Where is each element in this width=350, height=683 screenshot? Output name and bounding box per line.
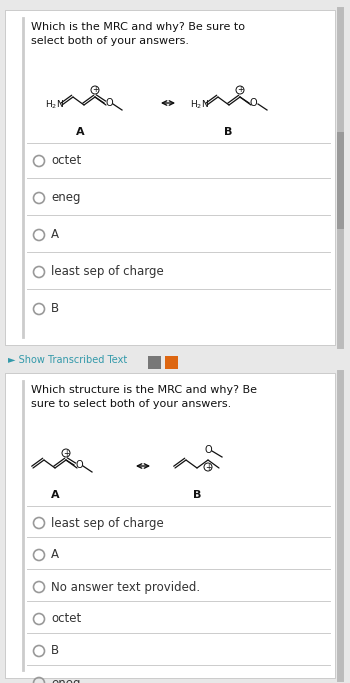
Text: +: + bbox=[237, 85, 243, 94]
Text: O: O bbox=[204, 445, 212, 455]
Text: +: + bbox=[92, 85, 98, 94]
Text: least sep of charge: least sep of charge bbox=[51, 266, 164, 279]
Text: ► Show Transcribed Text: ► Show Transcribed Text bbox=[8, 355, 127, 365]
Text: least sep of charge: least sep of charge bbox=[51, 516, 164, 529]
Text: eneg: eneg bbox=[51, 191, 80, 204]
Bar bbox=[165, 356, 178, 369]
Text: B: B bbox=[51, 645, 59, 658]
Text: B: B bbox=[224, 127, 232, 137]
Text: A: A bbox=[51, 490, 59, 500]
Text: No answer text provided.: No answer text provided. bbox=[51, 581, 200, 594]
Text: octet: octet bbox=[51, 154, 81, 167]
Text: Which structure is the MRC and why? Be
sure to select both of your answers.: Which structure is the MRC and why? Be s… bbox=[31, 385, 257, 409]
Text: B: B bbox=[51, 303, 59, 316]
Bar bbox=[5, 373, 335, 678]
Text: O: O bbox=[75, 460, 83, 470]
Text: O: O bbox=[250, 98, 258, 108]
Bar bbox=[148, 356, 161, 369]
Text: A: A bbox=[76, 127, 84, 137]
Text: B: B bbox=[193, 490, 201, 500]
Bar bbox=[5, 10, 335, 345]
Text: A: A bbox=[51, 229, 59, 242]
Text: H$_2$N: H$_2$N bbox=[190, 99, 209, 111]
Text: Which is the MRC and why? Be sure to
select both of your answers.: Which is the MRC and why? Be sure to sel… bbox=[31, 22, 245, 46]
Text: O: O bbox=[105, 98, 113, 108]
Text: A: A bbox=[51, 548, 59, 561]
Text: eneg: eneg bbox=[51, 676, 80, 683]
Text: +: + bbox=[63, 449, 69, 458]
Text: +: + bbox=[205, 462, 211, 471]
Text: H$_2$N: H$_2$N bbox=[45, 99, 64, 111]
Text: octet: octet bbox=[51, 613, 81, 626]
